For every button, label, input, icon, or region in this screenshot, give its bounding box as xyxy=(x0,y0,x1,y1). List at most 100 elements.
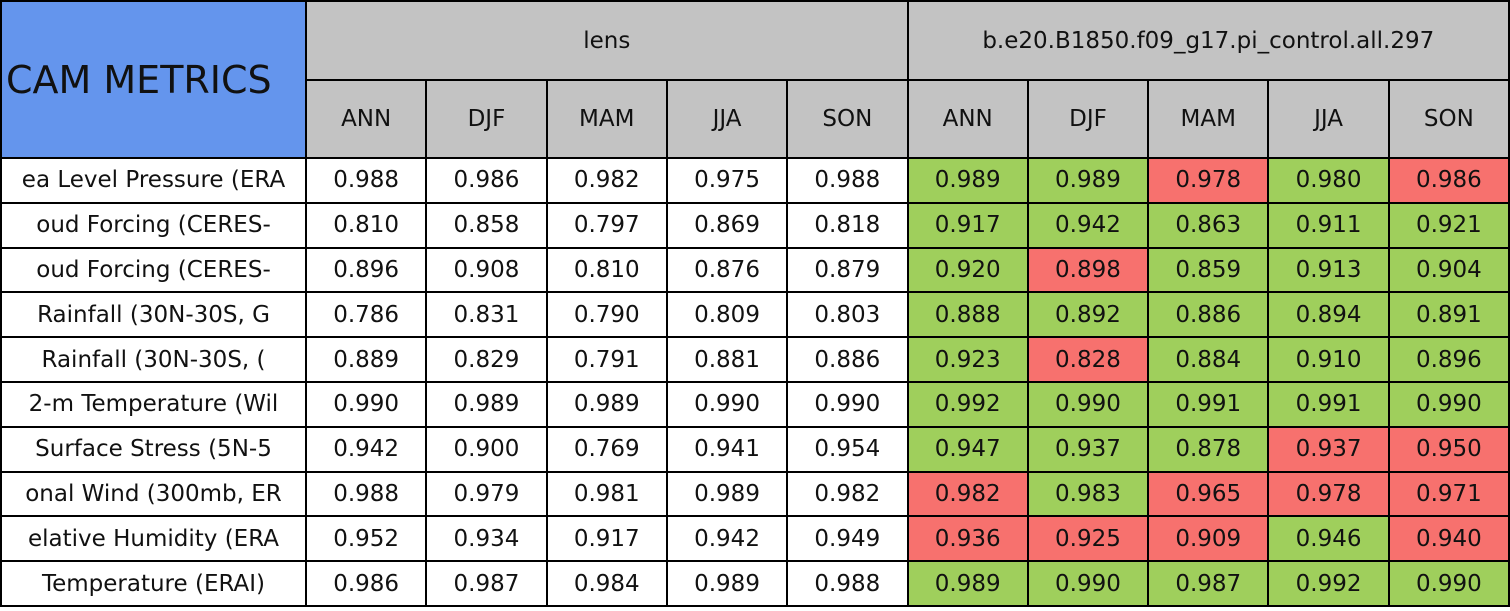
data-row: Rainfall (30N-30S, G 0.786 0.831 0.790 0.809… xyxy=(0,291,1510,339)
data-row: 2-m Temperature (Wil 0.990 0.989 0.989 0.990… xyxy=(0,380,1510,428)
lens-value: 0.952 xyxy=(304,515,428,563)
control-value: 0.940 xyxy=(1387,515,1510,563)
row-label: onal Wind (300mb, ER xyxy=(25,480,282,507)
control-value: 0.992 xyxy=(906,380,1029,428)
control-value: 0.859 xyxy=(1147,246,1270,294)
lens-value: 0.942 xyxy=(665,515,789,563)
control-value: 0.936 xyxy=(906,515,1029,563)
lens-value: 0.896 xyxy=(304,246,428,294)
row-label: oud Forcing (CERES- xyxy=(36,256,271,283)
lens-value: 0.942 xyxy=(304,425,428,473)
lens-value: 0.949 xyxy=(786,515,909,563)
season-header: ANN xyxy=(906,79,1029,159)
title-cell: CAM METRICS xyxy=(0,0,307,159)
control-value: 0.898 xyxy=(1026,246,1150,294)
data-row: Rainfall (30N-30S, (0.889 0.829 0.791 0.881… xyxy=(0,336,1510,383)
lens-value: 0.988 xyxy=(786,560,909,607)
season-header: JJA xyxy=(1267,79,1390,159)
lens-value: 0.984 xyxy=(545,560,668,607)
row-label: ea Level Pressure (ERA xyxy=(21,167,286,194)
lens-value: 0.989 xyxy=(665,560,789,607)
row-label: elative Humidity (ERA xyxy=(27,525,279,552)
lens-value: 0.869 xyxy=(665,201,789,249)
lens-value: 0.797 xyxy=(545,201,668,249)
control-value: 0.990 xyxy=(1026,380,1150,428)
lens-value: 0.941 xyxy=(665,425,789,473)
control-value: 0.910 xyxy=(1267,336,1390,383)
lens-value: 0.908 xyxy=(425,246,548,294)
control-value: 0.878 xyxy=(1147,425,1270,473)
lens-value: 0.986 xyxy=(425,157,548,204)
control-value: 0.971 xyxy=(1387,470,1510,518)
lens-value: 0.979 xyxy=(425,470,548,518)
control-value: 0.894 xyxy=(1267,291,1390,339)
control-value: 0.987 xyxy=(1147,560,1270,607)
control-value: 0.884 xyxy=(1147,336,1270,383)
row-label: 2-m Temperature (Wil xyxy=(28,391,279,418)
lens-value: 0.809 xyxy=(665,291,789,339)
row-label-cell: Surface Stress (5N-5 xyxy=(0,425,307,473)
control-value: 0.983 xyxy=(1026,470,1150,518)
lens-value: 0.987 xyxy=(425,560,548,607)
data-row: oud Forcing (CERES- 0.810 0.858 0.797 0.869 0… xyxy=(0,201,1510,249)
row-label: Surface Stress (5N-5 xyxy=(35,436,272,463)
lens-value: 0.889 xyxy=(304,336,428,383)
control-value: 0.891 xyxy=(1387,291,1510,339)
control-value: 0.828 xyxy=(1026,336,1150,383)
control-value: 0.888 xyxy=(906,291,1029,339)
row-label-cell: ea Level Pressure (ERA xyxy=(0,157,307,204)
lens-value: 0.981 xyxy=(545,470,668,518)
control-value: 0.986 xyxy=(1387,157,1510,204)
control-value: 0.892 xyxy=(1026,291,1150,339)
lens-value: 0.790 xyxy=(545,291,668,339)
row-label: Rainfall (30N-30S, G xyxy=(37,301,270,328)
control-value: 0.991 xyxy=(1147,380,1270,428)
control-value: 0.992 xyxy=(1267,560,1390,607)
row-label-wrap: onal Wind (300mb, ER xyxy=(3,480,304,507)
season-header: MAM xyxy=(1147,79,1270,159)
season-header: SON xyxy=(1387,79,1510,159)
row-label: oud Forcing (CERES- xyxy=(36,212,271,239)
lens-value: 0.990 xyxy=(786,380,909,428)
lens-value: 0.989 xyxy=(425,380,548,428)
control-value: 0.978 xyxy=(1147,157,1270,204)
row-label-wrap: elative Humidity (ERA xyxy=(3,525,304,552)
control-value: 0.990 xyxy=(1387,560,1510,607)
row-label: Temperature (ERAI) xyxy=(41,570,266,597)
row-label-wrap: Surface Stress (5N-5 xyxy=(3,436,304,463)
control-value: 0.990 xyxy=(1026,560,1150,607)
control-value: 0.950 xyxy=(1387,425,1510,473)
lens-value: 0.810 xyxy=(545,246,668,294)
control-value: 0.917 xyxy=(906,201,1029,249)
data-row: elative Humidity (ERA 0.952 0.934 0.917 0.94… xyxy=(0,515,1510,563)
lens-value: 0.879 xyxy=(786,246,909,294)
row-label-wrap: Rainfall (30N-30S, ( xyxy=(3,346,304,373)
control-value: 0.982 xyxy=(906,470,1029,518)
row-label-cell: Rainfall (30N-30S, ( xyxy=(0,336,307,383)
season-header: JJA xyxy=(665,79,789,159)
group-header: b.e20.B1850.f09_g17.pi_control.all.297 xyxy=(906,0,1510,81)
control-value: 0.990 xyxy=(1387,380,1510,428)
control-value: 0.909 xyxy=(1147,515,1270,563)
control-value: 0.923 xyxy=(906,336,1029,383)
row-label-wrap: oud Forcing (CERES- xyxy=(3,212,304,239)
lens-value: 0.975 xyxy=(665,157,789,204)
lens-value: 0.934 xyxy=(425,515,548,563)
control-value: 0.911 xyxy=(1267,201,1390,249)
lens-value: 0.829 xyxy=(425,336,548,383)
season-row: ANN DJF MAM JJA SON ANN DJF MAM JJA SON xyxy=(1,79,1510,159)
data-row: Surface Stress (5N-5 0.942 0.900 0.769 0.941… xyxy=(0,425,1510,473)
lens-value: 0.982 xyxy=(786,470,909,518)
lens-value: 0.988 xyxy=(304,470,428,518)
lens-value: 0.791 xyxy=(545,336,668,383)
data-row: Temperature (ERAI) 0.986 0.987 0.984 0.989 0.… xyxy=(0,560,1510,607)
lens-value: 0.954 xyxy=(786,425,909,473)
control-value: 0.913 xyxy=(1267,246,1390,294)
control-value: 0.989 xyxy=(1026,157,1150,204)
data-row: ea Level Pressure (ERA 0.988 0.986 0.982 0.9… xyxy=(0,157,1510,204)
row-label: Rainfall (30N-30S, ( xyxy=(41,346,266,373)
row-label-cell: elative Humidity (ERA xyxy=(0,515,307,563)
row-label-cell: Temperature (ERAI) xyxy=(0,560,307,607)
